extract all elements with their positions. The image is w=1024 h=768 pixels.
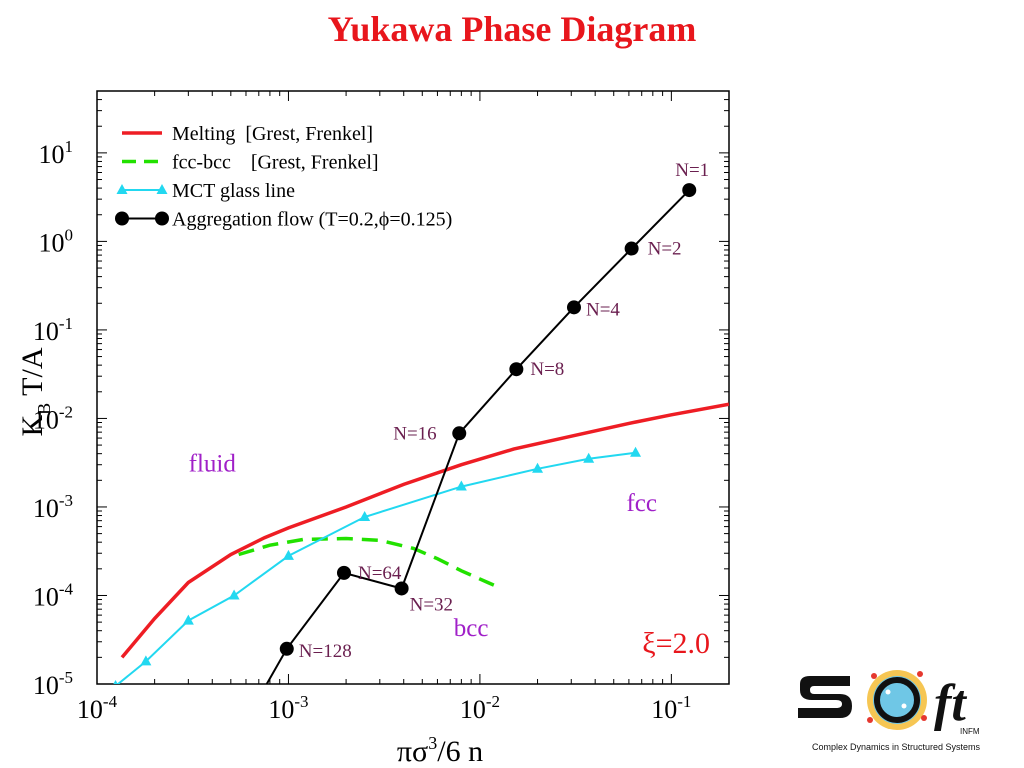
legend-label: Melting [Grest, Frenkel] — [172, 123, 373, 145]
y-tick-label: 10-4 — [33, 579, 74, 611]
aggregation-point — [394, 581, 409, 596]
mct-point — [359, 511, 371, 522]
axis-ticks — [96, 90, 730, 685]
y-tick-label: 100 — [39, 225, 74, 257]
y-tick-label: 101 — [39, 137, 74, 169]
point-label: N=4 — [586, 299, 620, 320]
logo-caption: Complex Dynamics in Structured Systems — [812, 742, 981, 752]
point-label: N=64 — [358, 563, 402, 584]
series-line-2 — [116, 451, 636, 684]
x-tick-label: 10-4 — [77, 692, 118, 724]
soft-infm-logo: ft INFM Complex Dynamics in Structured S… — [798, 670, 981, 752]
point-label: N=1 — [675, 160, 709, 181]
series-line-1 — [238, 536, 503, 591]
legend-label: Aggregation flow (T=0.2,ϕ=0.125) — [172, 209, 452, 231]
mct-point — [182, 614, 194, 625]
mct-point — [113, 679, 118, 684]
legend-label: MCT glass line — [172, 180, 295, 202]
y-tick-label: 10-1 — [33, 314, 73, 346]
series-layer — [113, 183, 729, 684]
slide-title: Yukawa Phase Diagram — [327, 9, 697, 49]
plot-frame — [96, 90, 730, 685]
x-axis-label: πσ3/6 n — [397, 733, 483, 768]
point-label: N=128 — [299, 641, 352, 662]
aggregation-point — [336, 565, 351, 580]
point-label: N=16 — [393, 423, 436, 444]
logo-wordmark: ft — [798, 670, 967, 732]
y-tick-label: 10-3 — [33, 491, 73, 523]
tick-labels: 10-4 10-3 10-2 10-110-510-410-310-210-11001… — [33, 137, 692, 724]
y-tick-label: 10-5 — [33, 668, 73, 700]
legend-marker — [155, 211, 169, 226]
xi-annotation: ξ=2.0 — [642, 627, 710, 660]
legend-marker — [115, 211, 129, 226]
series-line-3 — [265, 189, 691, 684]
svg-text:ft: ft — [934, 675, 967, 732]
region-label-fcc: fcc — [626, 490, 657, 517]
mct-point — [630, 446, 642, 457]
region-label-bcc: bcc — [454, 615, 489, 642]
aggregation-point — [566, 300, 581, 315]
aggregation-point — [279, 641, 294, 656]
legend-marker — [156, 184, 168, 194]
y-tick-label: 10-2 — [33, 402, 73, 434]
region-labels: N=128 N=64 N=32 N=16 N=8 N=4 N=2 N=1 fluid fcc bcc — [189, 160, 710, 662]
point-label: N=8 — [530, 359, 564, 380]
y-axis-label: KB T/A — [16, 347, 54, 436]
aggregation-point — [452, 426, 467, 441]
mct-point — [140, 655, 152, 666]
series-line-0 — [120, 402, 729, 659]
x-tick-label: 10-1 — [651, 692, 691, 724]
point-label: N=2 — [648, 239, 682, 260]
mct-point — [282, 549, 294, 560]
mct-point — [583, 452, 595, 463]
x-tick-label: 10-2 — [460, 692, 500, 724]
legend-label: fcc-bcc [Grest, Frenkel] — [172, 152, 379, 174]
mct-point — [228, 589, 240, 600]
region-label-fluid: fluid — [189, 451, 237, 478]
legend: Melting [Grest, Frenkel] fcc-bcc [Grest, … — [115, 123, 452, 231]
aggregation-point — [624, 241, 639, 256]
mct-point — [532, 462, 544, 473]
point-label: N=32 — [410, 594, 453, 615]
aggregation-point — [509, 362, 524, 377]
x-tick-label: 10-3 — [268, 692, 308, 724]
legend-marker — [116, 184, 128, 194]
aggregation-point — [682, 183, 697, 198]
logo-sub: INFM — [960, 727, 980, 736]
mct-point — [455, 480, 467, 491]
